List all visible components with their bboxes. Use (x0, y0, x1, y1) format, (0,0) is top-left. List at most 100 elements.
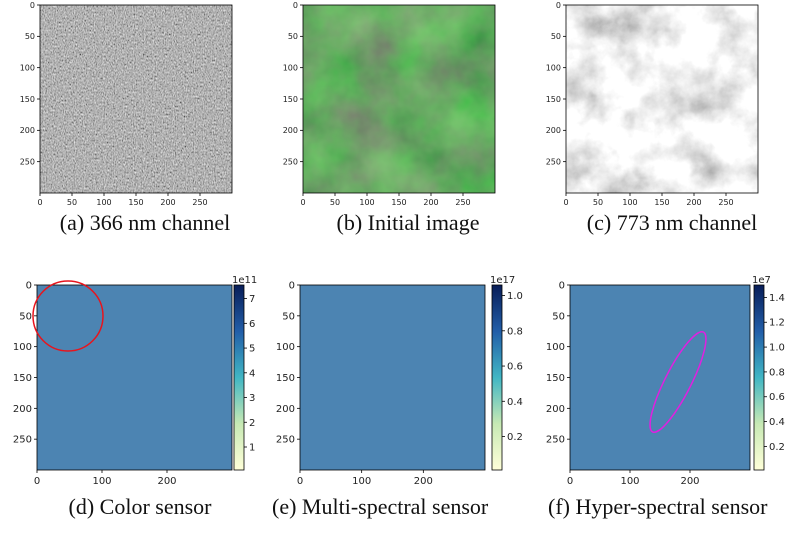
x-tick-label: 200 (680, 476, 699, 487)
colorbar-tick-label: 1.4 (769, 293, 785, 304)
colorbar-tick-label: 0.6 (769, 392, 785, 403)
y-tick-label: 150 (276, 373, 295, 384)
x-tick-label: 150 (128, 198, 143, 207)
x-tick-label: 250 (455, 198, 470, 207)
colorbar-tick-label: 0.6 (507, 362, 523, 373)
y-tick-label: 150 (13, 373, 32, 384)
y-tick-label: 250 (20, 157, 35, 166)
x-tick-label: 100 (352, 476, 371, 487)
colorbar-exponent: 1e11 (232, 275, 257, 286)
x-tick-label: 200 (423, 198, 438, 207)
x-tick-label: 150 (391, 198, 406, 207)
caption: (f) Hyper-spectral sensor (548, 494, 768, 519)
y-tick-label: 50 (19, 311, 32, 322)
colorbar (491, 284, 503, 471)
colorbar-tick-label: 5 (249, 344, 255, 355)
y-tick-label: 200 (13, 404, 32, 415)
y-tick-label: 250 (546, 157, 561, 166)
x-tick-label: 50 (593, 198, 603, 207)
x-tick-label: 0 (563, 198, 568, 207)
y-tick-label: 50 (282, 311, 295, 322)
colorbar-tick-label: 2 (249, 418, 255, 429)
y-tick-label: 100 (13, 342, 32, 353)
colorbar-tick-label: 4 (249, 368, 255, 379)
colorbar-tick-label: 1.0 (769, 343, 785, 354)
x-tick-label: 200 (686, 198, 701, 207)
colorbar-tick-label: 1 (249, 442, 255, 453)
x-tick-label: 100 (359, 198, 374, 207)
colorbar (753, 284, 765, 471)
y-tick-label: 200 (20, 126, 35, 135)
y-tick-label: 100 (546, 342, 565, 353)
colorbar-tick-label: 7 (249, 294, 255, 305)
image-texture (566, 5, 758, 193)
y-tick-label: 250 (13, 435, 32, 446)
y-tick-label: 0 (26, 281, 32, 292)
x-tick-label: 100 (96, 198, 111, 207)
x-tick-label: 0 (37, 198, 42, 207)
caption: (a) 366 nm channel (59, 210, 231, 235)
y-tick-label: 250 (276, 435, 295, 446)
annotation-circle (32, 280, 104, 352)
x-tick-label: 200 (414, 476, 433, 487)
heatmap-texture (37, 285, 232, 470)
y-tick-label: 0 (293, 1, 298, 10)
y-tick-label: 200 (546, 126, 561, 135)
x-tick-label: 250 (718, 198, 733, 207)
x-tick-label: 0 (300, 198, 305, 207)
annotation-ellipse (649, 331, 707, 433)
colorbar-tick-label: 0.4 (769, 417, 785, 428)
colorbar-tick-label: 0.8 (507, 326, 523, 337)
x-tick-label: 0 (297, 476, 303, 487)
x-tick-label: 200 (160, 198, 175, 207)
y-tick-label: 50 (288, 32, 298, 41)
colorbar-tick-label: 0.4 (507, 397, 523, 408)
caption: (d) Color sensor (68, 494, 212, 519)
x-tick-label: 0 (567, 476, 573, 487)
y-tick-label: 50 (551, 32, 561, 41)
y-tick-label: 150 (283, 95, 298, 104)
caption: (c) 773 nm channel (586, 210, 758, 235)
x-tick-label: 50 (67, 198, 77, 207)
colorbar-tick-label: 6 (249, 319, 255, 330)
y-tick-label: 200 (546, 404, 565, 415)
y-tick-label: 200 (276, 404, 295, 415)
colorbar-tick-label: 1.2 (769, 318, 785, 329)
x-tick-label: 100 (622, 198, 637, 207)
y-tick-label: 250 (283, 157, 298, 166)
x-tick-label: 250 (192, 198, 207, 207)
y-tick-label: 200 (283, 126, 298, 135)
caption: (e) Multi-spectral sensor (272, 494, 489, 519)
colorbar-tick-label: 0.2 (507, 432, 523, 443)
colorbar (233, 284, 245, 471)
y-tick-label: 100 (546, 63, 561, 72)
y-tick-label: 50 (25, 32, 35, 41)
y-tick-label: 0 (556, 1, 561, 10)
colorbar-tick-label: 1.0 (507, 291, 523, 302)
y-tick-label: 250 (546, 435, 565, 446)
x-tick-label: 0 (34, 476, 40, 487)
y-tick-label: 0 (289, 281, 295, 292)
caption: (b) Initial image (336, 210, 480, 235)
y-tick-label: 50 (552, 311, 565, 322)
y-tick-label: 150 (20, 95, 35, 104)
colorbar-tick-label: 0.2 (769, 442, 785, 453)
y-tick-label: 0 (30, 1, 35, 10)
y-tick-label: 150 (546, 95, 561, 104)
heatmap-texture (570, 285, 750, 470)
y-tick-label: 100 (283, 63, 298, 72)
y-tick-label: 100 (20, 63, 35, 72)
colorbar-tick-label: 0.8 (769, 367, 785, 378)
image-texture (40, 5, 232, 193)
colorbar-exponent: 1e7 (752, 275, 771, 286)
colorbar-tick-label: 3 (249, 393, 255, 404)
x-tick-label: 150 (654, 198, 669, 207)
x-tick-label: 200 (157, 476, 176, 487)
y-tick-label: 100 (276, 342, 295, 353)
x-tick-label: 100 (620, 476, 639, 487)
heatmap-texture (300, 285, 485, 470)
image-texture (303, 5, 495, 193)
x-tick-label: 100 (92, 476, 111, 487)
